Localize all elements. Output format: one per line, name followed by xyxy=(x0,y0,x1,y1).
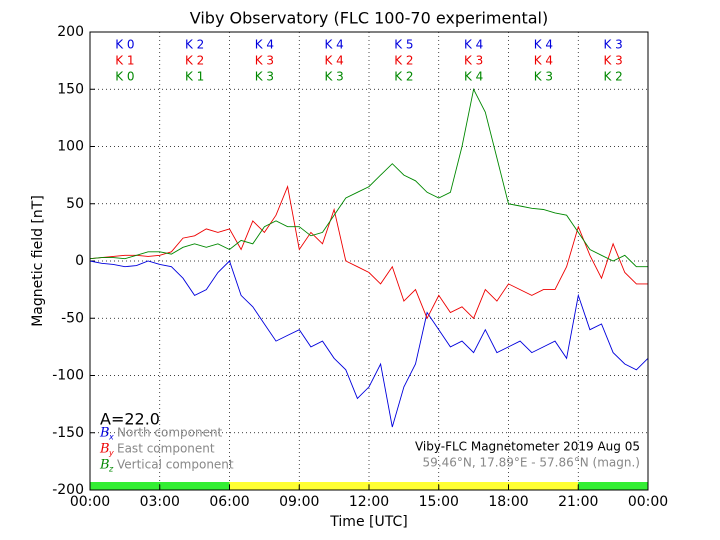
k-index: K 4 xyxy=(534,38,553,52)
k-index: K 4 xyxy=(464,38,483,52)
y-tick-label: 50 xyxy=(66,196,84,212)
y-tick-label: 200 xyxy=(57,24,84,40)
location: 59.46°N, 17.89°E - 57.86°N (magn.) xyxy=(423,456,640,470)
y-tick-label: -50 xyxy=(61,310,84,326)
legend-symbol: B xyxy=(99,426,110,441)
x-tick-label: 09:00 xyxy=(279,494,319,510)
y-tick-label: 0 xyxy=(75,253,84,269)
k-index: K 4 xyxy=(324,38,343,52)
series-line xyxy=(89,260,649,428)
k-index: K 0 xyxy=(115,70,134,84)
legend-label: East component xyxy=(117,442,215,456)
k-index: K 0 xyxy=(115,38,134,52)
y-tick-label: -150 xyxy=(52,425,84,441)
y-tick-label: -200 xyxy=(52,482,84,498)
annotation: A=22.0 xyxy=(100,410,160,429)
plot-frame xyxy=(89,31,649,491)
x-tick-label: 00:00 xyxy=(70,494,110,510)
x-tick-label: 21:00 xyxy=(558,494,598,510)
x-tick-label: 06:00 xyxy=(209,494,249,510)
k-index: K 4 xyxy=(464,70,483,84)
daylight-segment xyxy=(229,482,579,490)
legend-subscript: x xyxy=(108,433,114,442)
legend-label: North component xyxy=(117,426,223,440)
legend-subscript: z xyxy=(108,465,114,474)
x-axis-label: Time [UTC] xyxy=(329,514,407,530)
k-index: K 5 xyxy=(394,38,413,52)
x-tick-label: 00:00 xyxy=(628,494,668,510)
legend-subscript: y xyxy=(108,449,114,458)
k-index: K 2 xyxy=(394,54,413,68)
k-index: K 1 xyxy=(185,70,204,84)
k-index: K 2 xyxy=(185,38,204,52)
legend-symbol: B xyxy=(99,442,110,457)
k-index: K 3 xyxy=(255,54,274,68)
chart-title: Viby Observatory (FLC 100-70 experimenta… xyxy=(190,9,549,28)
k-index: K 4 xyxy=(534,54,553,68)
series-line xyxy=(89,185,648,320)
instrument: Viby-FLC Magnetometer 2019 Aug 05 xyxy=(415,440,640,454)
x-tick-label: 12:00 xyxy=(349,494,389,510)
legend-label: Vertical component xyxy=(117,458,234,472)
y-tick-label: -100 xyxy=(52,368,84,384)
k-index: K 1 xyxy=(115,54,134,68)
k-index: K 2 xyxy=(603,70,622,84)
y-tick-label: 100 xyxy=(57,139,84,155)
k-index: K 3 xyxy=(255,70,274,84)
series-line xyxy=(89,87,648,268)
y-axis-label: Magnetic field [nT] xyxy=(30,195,46,327)
k-index: K 4 xyxy=(255,38,274,52)
legend-symbol: B xyxy=(99,458,110,473)
x-tick-label: 03:00 xyxy=(140,494,180,510)
x-tick-label: 15:00 xyxy=(419,494,459,510)
k-index: K 3 xyxy=(603,54,622,68)
k-index: K 3 xyxy=(603,38,622,52)
k-index: K 2 xyxy=(185,54,204,68)
x-tick-label: 18:00 xyxy=(488,494,528,510)
y-tick-label: 150 xyxy=(57,81,84,97)
k-index: K 4 xyxy=(324,54,343,68)
k-index: K 3 xyxy=(464,54,483,68)
k-index: K 3 xyxy=(534,70,553,84)
daylight-segment xyxy=(578,482,648,490)
k-index: K 2 xyxy=(394,70,413,84)
k-index: K 3 xyxy=(324,70,343,84)
